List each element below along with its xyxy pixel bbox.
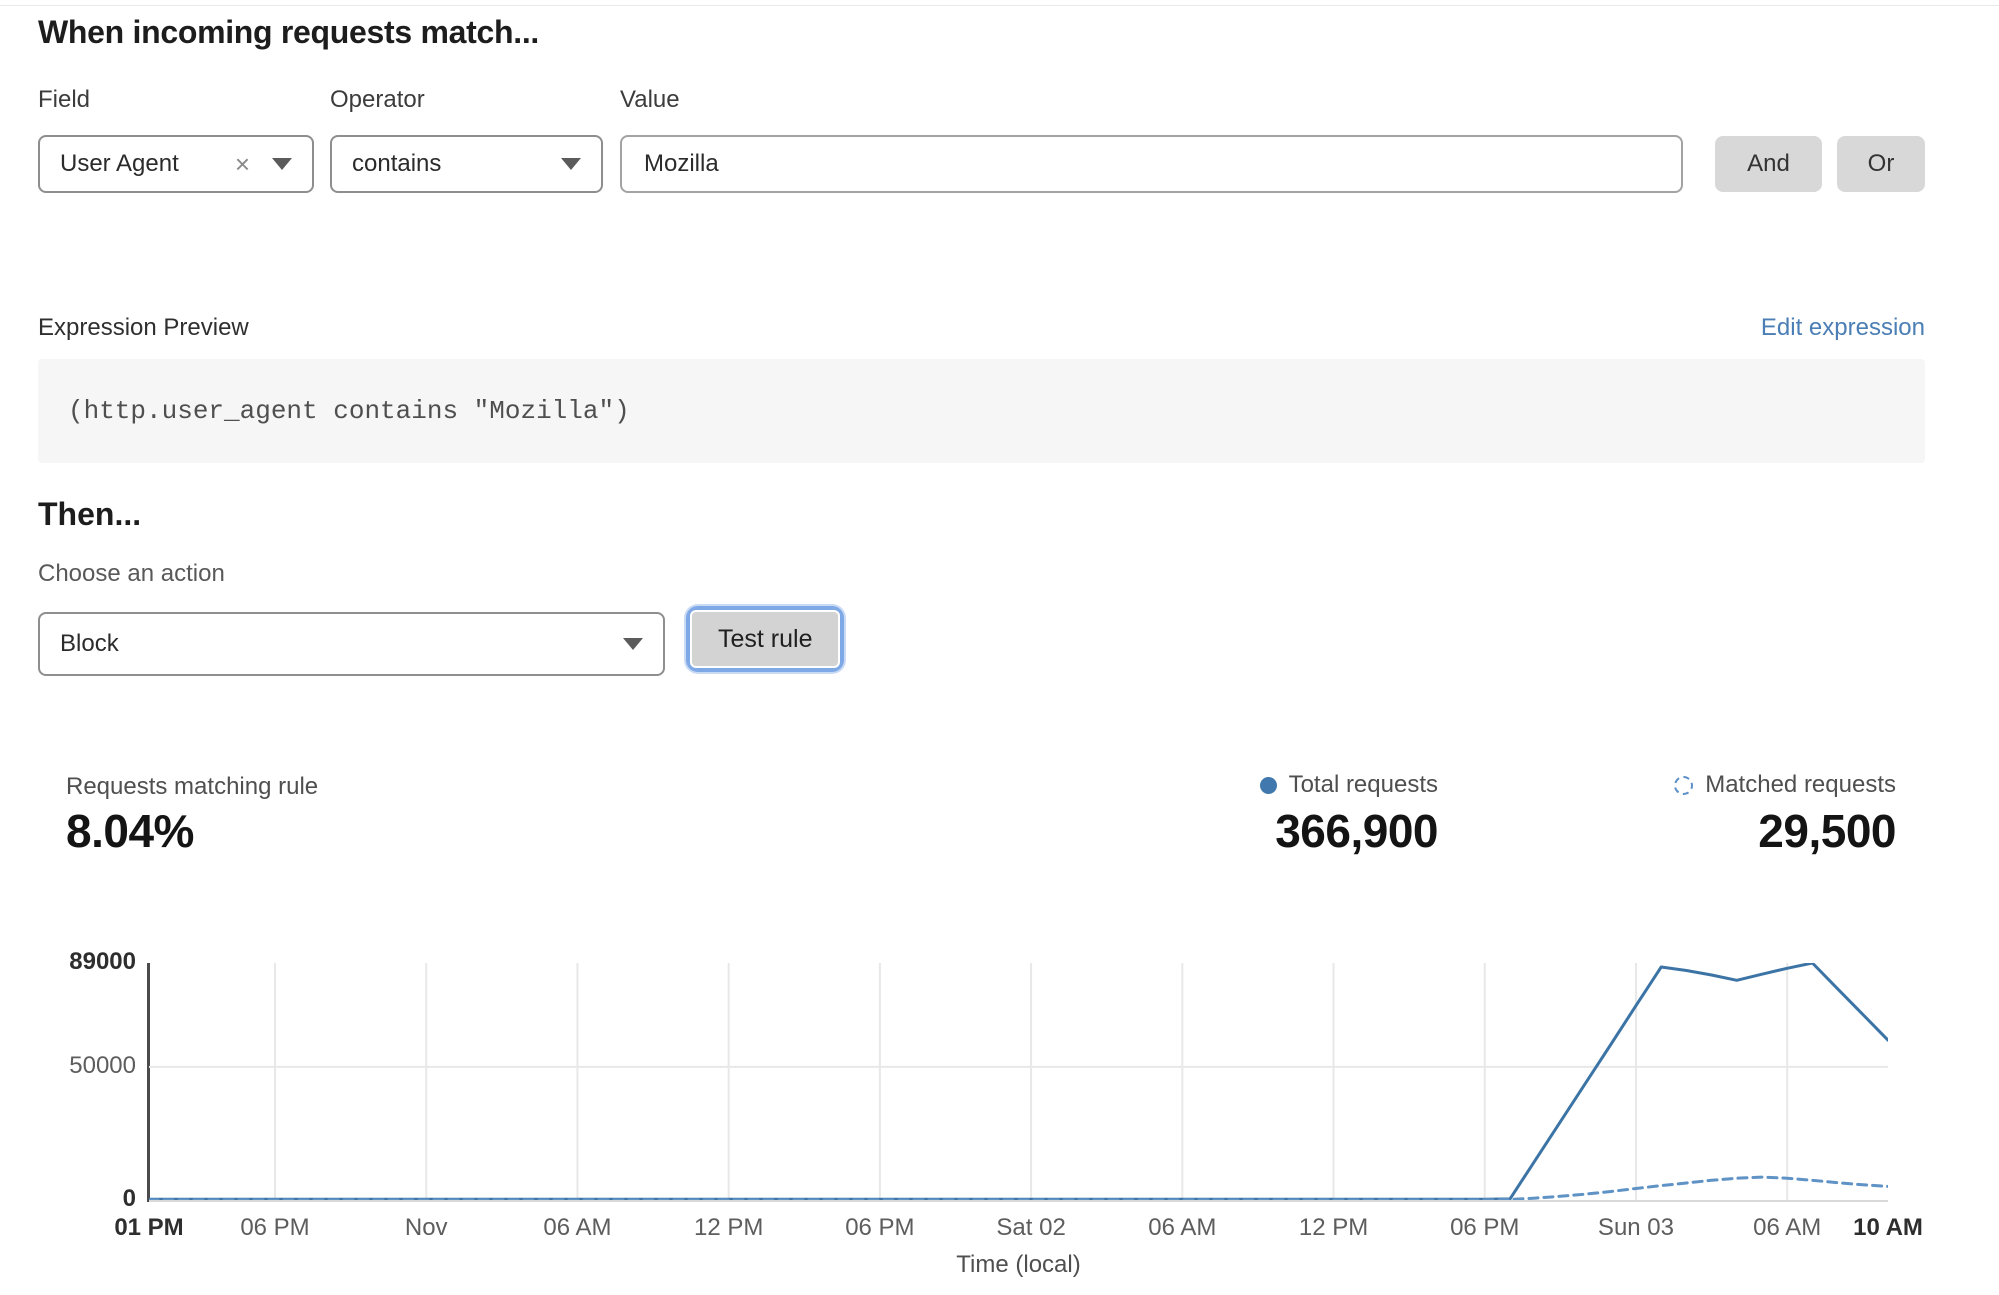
expression-code: (http.user_agent contains "Mozilla") <box>68 396 630 426</box>
x-tick-label: 06 PM <box>1450 1214 1520 1241</box>
x-tick-label: Nov <box>404 1214 448 1241</box>
x-tick-label: 06 PM <box>845 1214 915 1241</box>
requests-matching-value: 8.04% <box>66 805 194 857</box>
x-tick-label: Sun 03 <box>1597 1214 1675 1241</box>
expression-code-block: (http.user_agent contains "Mozilla") <box>38 359 1925 463</box>
action-select-value: Block <box>60 630 119 657</box>
and-button[interactable]: And <box>1715 136 1822 192</box>
total-requests-dot-icon <box>1259 776 1277 794</box>
page-title: When incoming requests match... <box>38 14 539 50</box>
x-tick-label: 06 AM <box>1148 1214 1217 1241</box>
test-rule-focus-ring: Test rule <box>686 606 845 672</box>
chevron-down-icon <box>272 158 292 170</box>
field-select[interactable]: User Agent × <box>38 135 314 193</box>
x-tick-label: 12 PM <box>693 1214 764 1241</box>
value-input[interactable] <box>620 135 1683 193</box>
matched-requests-dashed-circle-icon <box>1674 775 1694 795</box>
operator-label: Operator <box>330 86 425 113</box>
x-tick-label: 06 PM <box>240 1214 310 1241</box>
x-tick-label: 01 PM <box>114 1214 184 1241</box>
chart-time-axis-label: Time (local) <box>956 1251 1081 1278</box>
choose-action-label: Choose an action <box>38 560 225 587</box>
x-tick-label: 06 AM <box>1753 1214 1822 1241</box>
x-tick-label: Sat 02 <box>996 1214 1066 1241</box>
chevron-down-icon <box>561 158 581 170</box>
matched-requests-label: Matched requests <box>1705 771 1896 798</box>
y-tick-label: 0 <box>122 1185 136 1212</box>
operator-select[interactable]: contains <box>330 135 603 193</box>
test-rule-button[interactable]: Test rule <box>690 610 841 668</box>
then-title: Then... <box>38 496 142 532</box>
operator-select-value: contains <box>352 150 442 177</box>
or-button[interactable]: Or <box>1837 136 1925 192</box>
y-tick-label: 50000 <box>69 1051 136 1079</box>
chevron-down-icon <box>623 638 643 650</box>
x-tick-label: 10 AM <box>1853 1214 1923 1241</box>
total-requests-label: Total requests <box>1288 771 1438 798</box>
chart-plot <box>149 963 1888 1202</box>
field-select-value: User Agent <box>60 150 179 177</box>
x-tick-label: 12 PM <box>1298 1214 1369 1241</box>
x-tick-label: 06 AM <box>543 1214 612 1241</box>
matched-requests-value: 29,500 <box>1758 805 1896 857</box>
expression-preview-label: Expression Preview <box>38 314 249 341</box>
value-label: Value <box>620 86 680 113</box>
action-select[interactable]: Block <box>38 612 665 676</box>
legend-matched-requests: Matched requests <box>1674 771 1896 799</box>
chart-y-axis <box>147 963 150 1202</box>
edit-expression-link[interactable]: Edit expression <box>1760 314 1925 341</box>
legend-total-requests: Total requests <box>1259 771 1438 799</box>
y-tick-label: 89000 <box>69 948 136 975</box>
clear-icon[interactable]: × <box>234 149 250 179</box>
total-requests-value: 366,900 <box>1275 805 1438 857</box>
requests-matching-label: Requests matching rule <box>66 773 319 800</box>
top-divider <box>0 5 1999 6</box>
field-label: Field <box>38 86 91 113</box>
